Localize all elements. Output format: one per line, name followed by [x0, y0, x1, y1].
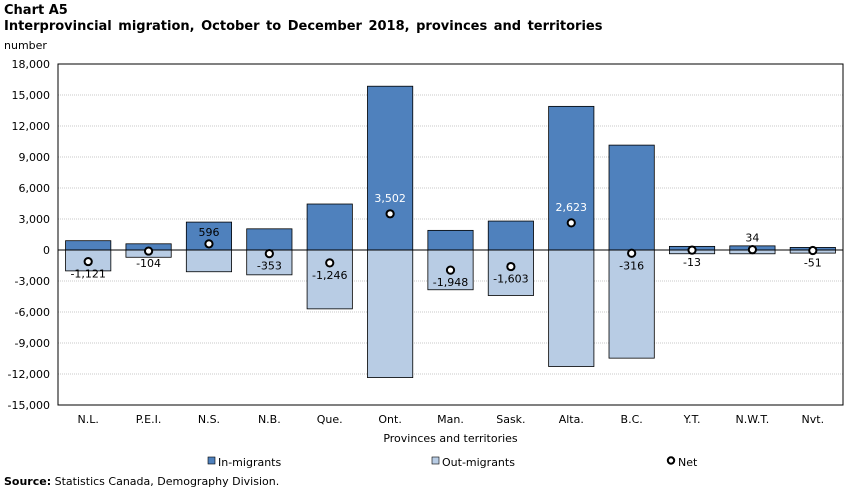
out-migrants-bar [608, 249, 655, 359]
net-marker [687, 245, 697, 255]
x-tick-label: N.W.T. [736, 413, 770, 426]
plot-area-frame [57, 63, 844, 406]
x-tick-label: Y.T. [683, 413, 701, 426]
y-axis-unit-label: number [4, 39, 47, 52]
source-note: Source: Statistics Canada, Demography Di… [4, 475, 279, 488]
in-migrants-bar [427, 229, 474, 251]
chart-label: Chart A5 [4, 3, 68, 18]
y-tick-label: 18,000 [12, 58, 51, 71]
y-tick-label: 6,000 [19, 182, 51, 195]
x-tick-label: B.C. [621, 413, 643, 426]
in-migrants-bar [487, 220, 534, 251]
in-migrants-bar [246, 228, 293, 251]
x-tick-label: Alta. [559, 413, 584, 426]
legend-marker [666, 456, 676, 465]
net-data-label: 2,623 [556, 201, 588, 214]
y-tick-label: 9,000 [19, 151, 51, 164]
bars [65, 85, 836, 378]
net-data-label: -51 [804, 257, 822, 270]
net-marker [325, 258, 335, 268]
y-tick-label: -6,000 [15, 306, 50, 319]
y-tick-label: 3,000 [19, 213, 51, 226]
net-markers [83, 209, 818, 275]
legend-label: Out-migrants [442, 456, 515, 469]
y-tick-label: 0 [43, 244, 50, 257]
x-tick-label: N.B. [258, 413, 281, 426]
in-migrants-bar [65, 240, 112, 251]
x-tick-label: Ont. [378, 413, 401, 426]
net-marker [445, 265, 456, 275]
net-data-label: -1,603 [493, 273, 528, 286]
y-tick-label: -15,000 [8, 399, 50, 412]
x-tick-label: Man. [437, 413, 464, 426]
net-marker [566, 218, 576, 228]
y-tick-label: -3,000 [15, 275, 50, 288]
y-tick-label: -12,000 [8, 368, 50, 381]
in-migrants-bar [306, 203, 353, 251]
net-data-label: -13 [683, 256, 701, 269]
net-marker [143, 246, 154, 256]
net-marker [747, 245, 758, 255]
net-marker [627, 248, 637, 258]
out-migrants-bar [487, 249, 534, 296]
legend-label: In-migrants [218, 456, 281, 469]
axes: 18,000 15,000 12,000 9,000 6,000 3,000 0 -3,000… [8, 58, 844, 445]
source-label: Source: [4, 475, 52, 488]
y-tick-label: -9,000 [15, 337, 50, 350]
y-tick-label: 12,000 [12, 120, 51, 133]
out-migrants-bar [367, 249, 414, 378]
net-data-label: -1,246 [312, 269, 347, 282]
net-marker [808, 245, 818, 256]
net-data-label: -353 [257, 260, 282, 273]
net-data-label: -1,121 [70, 268, 105, 281]
x-axis-title: Provinces and territories [383, 432, 518, 445]
net-data-label: 596 [198, 226, 219, 239]
net-data-label: 34 [745, 232, 759, 245]
in-migrants-bar [367, 85, 414, 251]
net-data-label: -104 [136, 257, 161, 270]
in-migrants-bar [548, 105, 595, 251]
x-tick-label: Nvt. [802, 413, 825, 426]
data-labels: -1,121 -104 596 -353 -1,246 3,502 -1,948 -1,603… [70, 192, 821, 289]
in-migrants-bar [608, 144, 655, 251]
net-marker [83, 256, 93, 267]
legend-swatch [207, 456, 216, 465]
net-marker [506, 261, 516, 272]
net-data-label: 3,502 [374, 192, 406, 205]
net-marker [264, 249, 274, 259]
net-data-label: -1,948 [433, 276, 468, 289]
source-text: Statistics Canada, Demography Division. [54, 475, 280, 488]
out-migrants-bar [185, 249, 233, 273]
x-tick-label: N.S. [198, 413, 220, 426]
chart-title: Interprovincial migration, October to De… [4, 19, 603, 34]
legend-swatch [431, 456, 440, 465]
x-tick-label: Sask. [496, 413, 525, 426]
out-migrants-bar [548, 249, 595, 367]
y-tick-label: 15,000 [12, 89, 51, 102]
net-marker [204, 239, 214, 249]
net-marker [385, 209, 395, 219]
legend: In-migrants Out-migrants Net [207, 456, 698, 469]
net-data-label: -316 [619, 259, 644, 272]
legend-label: Net [678, 456, 698, 469]
x-tick-label: N.L. [78, 413, 99, 426]
x-tick-label: P.E.I. [136, 413, 162, 426]
x-tick-label: Que. [317, 413, 343, 426]
